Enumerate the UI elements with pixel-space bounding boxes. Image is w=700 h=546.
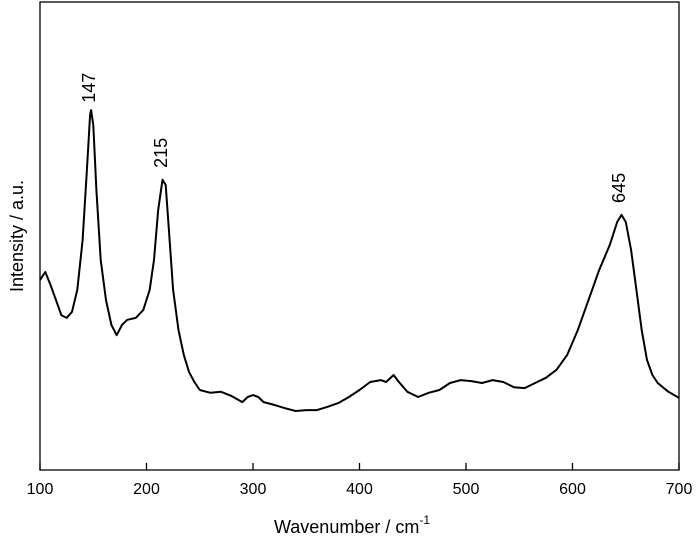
x-tick-label: 600 <box>559 481 586 498</box>
x-axis-label-main: Wavenumber / cm <box>274 517 419 537</box>
x-tick-label: 500 <box>453 481 480 498</box>
x-tick-label: 700 <box>666 481 693 498</box>
x-tick-label: 200 <box>133 481 160 498</box>
spectrum-line <box>39 109 680 412</box>
x-tick-label: 100 <box>27 481 54 498</box>
x-tick-label: 400 <box>346 481 373 498</box>
x-axis-label: Wavenumber / cm-1 <box>274 513 430 537</box>
peak-annotation: 215 <box>151 138 171 168</box>
x-axis-label-superscript: -1 <box>419 513 430 527</box>
y-axis-label: Intensity / a.u. <box>7 180 27 292</box>
plot-frame <box>39 1 680 471</box>
x-tick-label: 300 <box>240 481 267 498</box>
peak-annotation: 147 <box>79 73 99 103</box>
peak-annotation: 645 <box>609 173 629 203</box>
